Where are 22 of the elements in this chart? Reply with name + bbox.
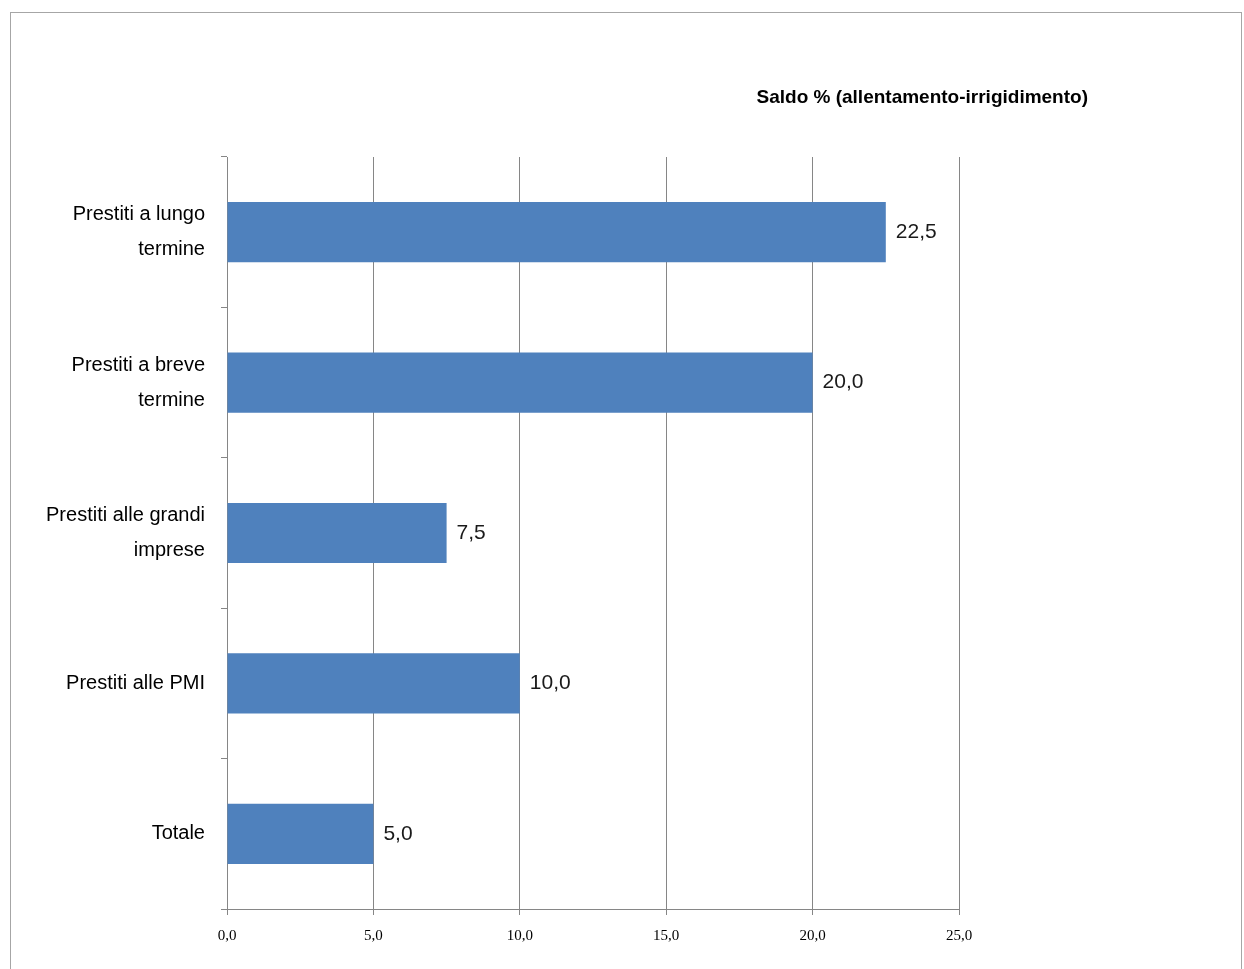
chart-title: Saldo % (allentamento-irrigidimento) bbox=[756, 86, 1088, 108]
bar bbox=[227, 352, 813, 413]
y-tick-label: Totale bbox=[151, 821, 205, 844]
x-tick-label: 25,0 bbox=[945, 926, 973, 943]
bar bbox=[227, 502, 447, 564]
data-label: 5,0 bbox=[383, 820, 413, 844]
y-tick-label: Prestiti alle grandi imprese bbox=[46, 503, 205, 561]
y-tick-label: Prestiti a breve termine bbox=[71, 352, 205, 410]
x-tick-label: 20,0 bbox=[799, 926, 826, 943]
data-label: 20,0 bbox=[822, 369, 864, 393]
data-label: 22,5 bbox=[895, 219, 937, 242]
x-tick-label: 0,0 bbox=[217, 926, 237, 943]
x-tick-label: 15,0 bbox=[653, 926, 680, 943]
bar bbox=[227, 653, 520, 714]
x-tick-label: 10,0 bbox=[506, 926, 533, 943]
bar bbox=[227, 803, 374, 864]
data-label: 7,5 bbox=[456, 519, 486, 543]
y-tick-label: Prestiti alle PMI bbox=[66, 670, 205, 693]
x-tick-label: 5,0 bbox=[364, 926, 383, 943]
data-label: 10,0 bbox=[529, 670, 571, 694]
y-tick-label: Prestiti a lungo termine bbox=[72, 202, 205, 260]
bar bbox=[227, 202, 886, 263]
